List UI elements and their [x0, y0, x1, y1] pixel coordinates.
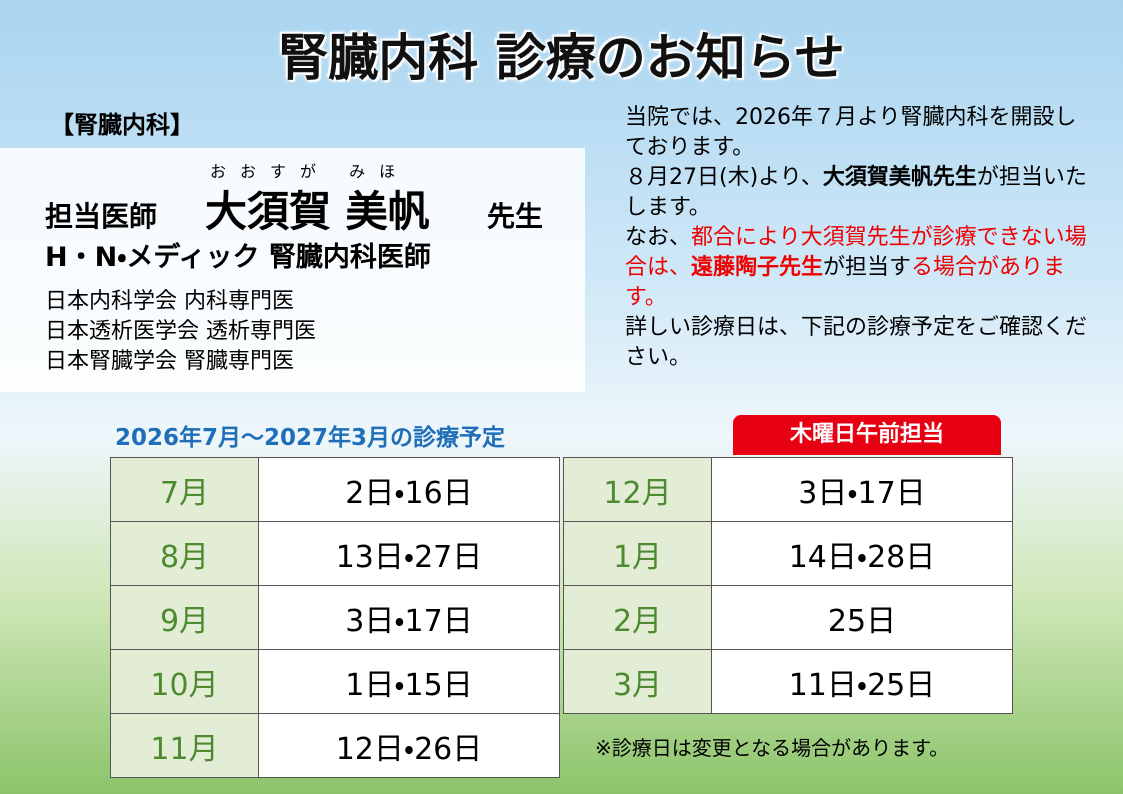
schedule-row: 9月 3日・17日	[110, 585, 560, 650]
title: 腎臓内科 診療のお知らせ	[278, 29, 845, 87]
section-label: 【腎臓内科】	[50, 111, 194, 139]
name-reading: おおすが みほ	[210, 162, 410, 181]
dates: 13日・27日	[258, 521, 560, 586]
credential: 日本内科学会 内科専門医	[45, 289, 294, 314]
notice: 当院では、2026年７月より腎臓内科を開設しております。 ８月27日(木)より、大…	[625, 103, 1090, 373]
notice-paragraph: なお、都合により大須賀先生が診療できない場合は、遠藤陶子先生が担当する場合があり…	[625, 223, 1090, 313]
notice-text: が担当す	[823, 255, 912, 280]
notice-paragraph: ８月27日(木)より、大須賀美帆先生が担当いたします。	[625, 163, 1090, 223]
schedule-table: 12月 3日・17日 1月 14日・28日 2月 25日 3月 11日・25日	[563, 457, 1013, 714]
doctor-box	[0, 148, 585, 392]
month: 8月	[110, 521, 259, 586]
schedule-row: 1月 14日・28日	[563, 521, 1013, 586]
schedule-table: 7月 2日・16日 8月 13日・27日 9月 3日・17日 10月 1日・15日 11月 12日…	[110, 457, 560, 778]
notice-text: 詳しい診療日は、下記の診療予定をご確認ください。	[625, 315, 1088, 370]
badge: 木曜日午前担当	[733, 415, 1001, 455]
month: 3月	[563, 649, 712, 714]
credential: 日本腎臓学会 腎臓専門医	[45, 349, 294, 374]
credentials: 日本内科学会 内科専門医 日本透析医学会 透析専門医 日本腎臓学会 腎臓専門医	[45, 287, 316, 377]
dates: 11日・25日	[711, 649, 1013, 714]
schedule-row: 2月 25日	[563, 585, 1013, 650]
month: 2月	[563, 585, 712, 650]
schedule-row: 10月 1日・15日	[110, 649, 560, 714]
schedule-row: 7月 2日・16日	[110, 457, 560, 522]
schedule-row: 8月 13日・27日	[110, 521, 560, 586]
dates: 1日・15日	[258, 649, 560, 714]
schedule-row: 11月 12日・26日	[110, 713, 560, 778]
schedule-heading: 2026年7月～2027年3月の診療予定	[115, 425, 506, 451]
dates: 14日・28日	[711, 521, 1013, 586]
month: 7月	[110, 457, 259, 522]
month: 1月	[563, 521, 712, 586]
month: 10月	[110, 649, 259, 714]
notice-paragraph: 詳しい診療日は、下記の診療予定をご確認ください。	[625, 313, 1090, 373]
dates: 2日・16日	[258, 457, 560, 522]
notice-text: なお、	[625, 225, 692, 250]
honorific: 先生	[487, 200, 544, 233]
month: 12月	[563, 457, 712, 522]
note: ※診療日は変更となる場合があります。	[595, 736, 950, 760]
notice-text: 大須賀美帆先生	[822, 165, 977, 190]
doctor-name: 大須賀 美帆	[205, 187, 430, 236]
credential: 日本透析医学会 透析専門医	[45, 319, 316, 344]
notice-text: 遠藤陶子先生	[691, 255, 824, 280]
schedule-row: 3月 11日・25日	[563, 649, 1013, 714]
notice-paragraph: 当院では、2026年７月より腎臓内科を開設しております。	[625, 103, 1090, 163]
affiliation: H・N・メディック 腎臓内科医師	[45, 242, 431, 273]
doctor-role: 担当医師	[45, 200, 158, 233]
month: 11月	[110, 713, 259, 778]
dates: 25日	[711, 585, 1013, 650]
notice-text: ８月27日(木)より、	[625, 165, 823, 190]
notice-text: 都合により大須賀先生が診療できない場合は、	[625, 225, 1087, 280]
notice-text: 当院では、2026年７月より腎臓内科を開設しております。	[625, 105, 1077, 160]
dates: 12日・26日	[258, 713, 560, 778]
dates: 3日・17日	[258, 585, 560, 650]
notice-text: が担当いたします。	[625, 165, 1087, 220]
dates: 3日・17日	[711, 457, 1013, 522]
month: 9月	[110, 585, 259, 650]
notice-text: る場合があります。	[625, 255, 1066, 310]
schedule-row: 12月 3日・17日	[563, 457, 1013, 522]
